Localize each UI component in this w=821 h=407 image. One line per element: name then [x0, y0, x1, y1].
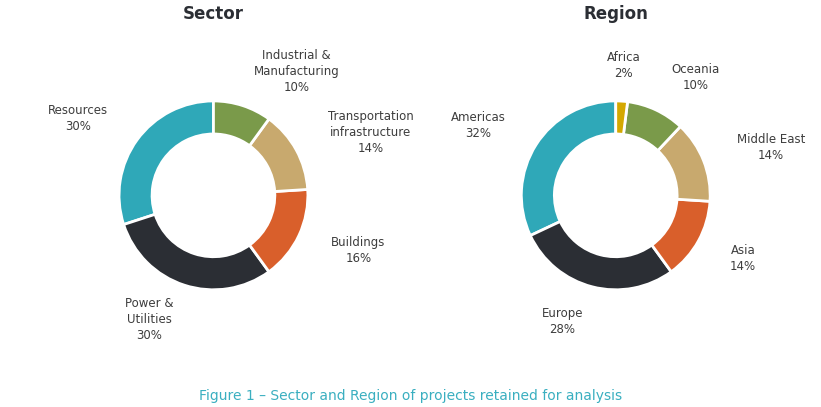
- Wedge shape: [124, 214, 269, 290]
- Text: Oceania
10%: Oceania 10%: [672, 63, 719, 92]
- Text: Americas
32%: Americas 32%: [451, 111, 506, 140]
- Wedge shape: [530, 221, 672, 290]
- Text: Transportation
infrastructure
14%: Transportation infrastructure 14%: [328, 110, 414, 155]
- Text: Industrial &
Manufacturing
10%: Industrial & Manufacturing 10%: [254, 49, 339, 94]
- Wedge shape: [652, 199, 710, 272]
- Title: Sector: Sector: [183, 5, 244, 23]
- Wedge shape: [213, 101, 269, 146]
- Title: Region: Region: [583, 5, 649, 23]
- Text: Power &
Utilities
30%: Power & Utilities 30%: [125, 297, 173, 342]
- Text: Asia
14%: Asia 14%: [730, 244, 756, 273]
- Wedge shape: [616, 101, 627, 134]
- Text: Africa
2%: Africa 2%: [607, 51, 641, 80]
- Wedge shape: [623, 102, 681, 151]
- Wedge shape: [658, 127, 710, 201]
- Wedge shape: [250, 189, 308, 272]
- Text: Middle East
14%: Middle East 14%: [737, 133, 805, 162]
- Text: Buildings
16%: Buildings 16%: [332, 236, 386, 265]
- Text: Europe
28%: Europe 28%: [542, 307, 584, 336]
- Wedge shape: [521, 101, 616, 236]
- Text: Resources
30%: Resources 30%: [48, 104, 108, 133]
- Wedge shape: [119, 101, 213, 225]
- Text: Figure 1 – Sector and Region of projects retained for analysis: Figure 1 – Sector and Region of projects…: [199, 389, 622, 403]
- Wedge shape: [250, 119, 308, 192]
